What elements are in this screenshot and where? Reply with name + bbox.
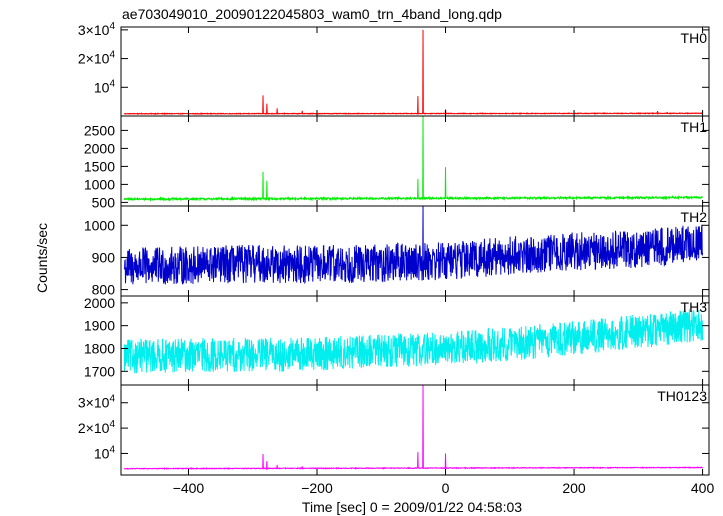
series-line-th1 — [123, 115, 703, 202]
y-tick-label: 1800 — [84, 340, 115, 356]
y-tick-label: 1500 — [84, 158, 115, 174]
series-line-th2 — [123, 205, 704, 285]
series-line-th0123 — [123, 384, 704, 471]
panel-frame — [120, 384, 710, 476]
panel-frame — [120, 26, 710, 117]
x-tick-label: 0 — [442, 480, 450, 496]
y-tick-label: 104 — [94, 78, 116, 95]
panel-th1: 500 1000 1500 2000 2500 TH1 — [84, 115, 710, 210]
panel-th3: 1700 1800 1900 2000 TH3 — [84, 295, 710, 386]
y-tick-label: 1000 — [84, 176, 115, 192]
y-tick-label: 3×104 — [78, 21, 116, 38]
series-line-th3 — [123, 309, 704, 374]
y-tick-label: 500 — [92, 194, 116, 210]
y-tick-label: 3×104 — [78, 394, 116, 411]
panel-th0123: 104 2×104 3×104 TH0123 — [78, 384, 710, 476]
panel-label: TH2 — [681, 209, 708, 225]
y-tick-label: 2000 — [84, 295, 115, 311]
y-tick-label: 2×104 — [78, 419, 116, 436]
x-axis-label: Time [sec] 0 = 2009/01/22 04:58:03 — [302, 499, 522, 515]
y-tick-label: 104 — [94, 444, 116, 461]
x-tick-label: 200 — [562, 480, 586, 496]
x-axis: −400 −200 0 200 400 — [173, 480, 715, 496]
panel-frame — [120, 115, 710, 207]
y-tick-label: 800 — [92, 282, 116, 298]
x-tick-label: −200 — [301, 480, 333, 496]
panel-label: TH3 — [681, 299, 708, 315]
x-tick-label: −400 — [173, 480, 205, 496]
panel-label: TH0 — [681, 30, 708, 46]
panel-label: TH0123 — [657, 388, 707, 404]
y-tick-label: 2×104 — [78, 50, 116, 67]
panel-th2: 800 900 1000 TH2 — [84, 205, 710, 298]
panels-group: 104 2×104 3×104 TH0 500 1000 1500 2000 2500 TH1 80… — [78, 21, 710, 476]
panel-label: TH1 — [681, 119, 708, 135]
y-tick-label: 1900 — [84, 318, 115, 334]
x-tick-label: 400 — [691, 480, 715, 496]
series-line-th0 — [123, 29, 703, 116]
y-tick-label: 2500 — [84, 122, 115, 138]
y-tick-label: 1000 — [84, 217, 115, 233]
chart-title: ae703049010_20090122045803_wam0_trn_4ban… — [122, 6, 502, 22]
y-axis-label: Counts/sec — [34, 223, 50, 293]
y-tick-label: 900 — [92, 249, 116, 265]
y-tick-label: 2000 — [84, 140, 115, 156]
panel-th0: 104 2×104 3×104 TH0 — [78, 21, 710, 117]
y-tick-label: 1700 — [84, 363, 115, 379]
